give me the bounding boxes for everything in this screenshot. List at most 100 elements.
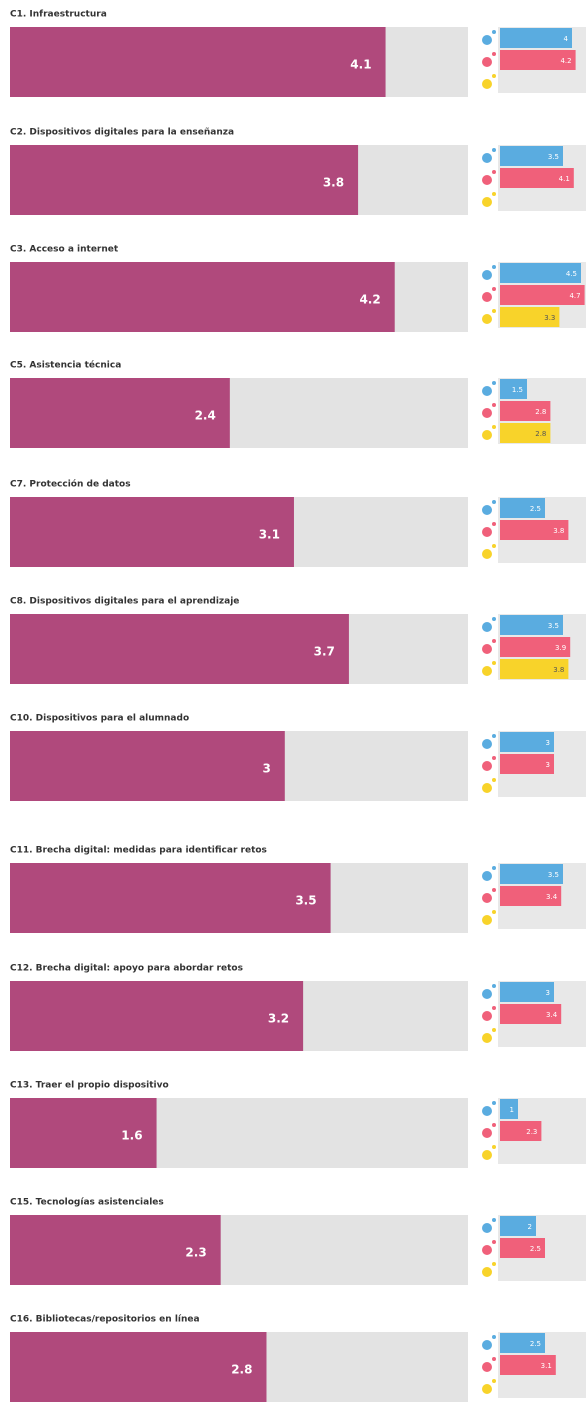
group-icon [482,175,492,185]
small-bar [500,1099,518,1119]
small-bar [500,1216,536,1236]
bar [10,262,395,332]
group-icon-dot [492,617,496,621]
small-bar-label: 3.4 [546,1011,558,1019]
group-icon-dot [492,1335,496,1339]
group-icon-dot [492,888,496,892]
group-icon [482,527,492,537]
small-bar [500,423,551,443]
section-title: C12. Brecha digital: apoyo para abordar … [10,964,243,974]
small-bar [500,146,563,166]
group-icon-dot [492,910,496,914]
group-icon-dot [492,734,496,738]
group-icon-dot [492,866,496,870]
small-bar [500,28,572,48]
group-icon [482,505,492,515]
small-bar-label: 3 [546,989,550,997]
small-bar-label: 4 [564,35,569,43]
bar [10,1332,267,1402]
group-icon [482,989,492,999]
group-icon [482,915,492,925]
group-icon-dot [492,639,496,643]
section-title: C16. Bibliotecas/repositorios en línea [10,1315,200,1325]
small-bar-label: 3.5 [548,871,559,879]
group-icon-dot [492,425,496,429]
small-bar [500,1355,556,1375]
bar-label: 4.1 [350,58,371,72]
group-icon-dot [492,1028,496,1032]
bar [10,981,304,1051]
small-bar-label: 3 [546,761,550,769]
group-icon-dot [492,287,496,291]
group-icon [482,1340,492,1350]
small-bar [500,401,551,421]
bar-label: 4.2 [359,293,380,307]
group-icon [482,153,492,163]
small-bar-label: 1 [510,1106,514,1114]
bar [10,145,359,215]
group-icon-dot [492,1240,496,1244]
group-icon-dot [492,381,496,385]
group-icon-dot [492,661,496,665]
group-icon [482,739,492,749]
small-bar [500,754,554,774]
section-title: C10. Dispositivos para el alumnado [10,714,189,724]
group-icon [482,57,492,67]
group-icon-dot [492,148,496,152]
small-bar [500,498,545,518]
small-bar-label: 3.3 [544,314,555,322]
small-bar [500,1121,542,1141]
group-icon [482,1245,492,1255]
section-title: C2. Dispositivos digitales para la enseñ… [10,128,234,138]
bar-label: 3.7 [314,645,335,659]
small-bar-label: 3.8 [553,527,564,535]
small-bar-label: 4.7 [569,292,580,300]
group-icon-dot [492,1006,496,1010]
bar [10,497,294,567]
group-icon-dot [492,778,496,782]
group-icon-dot [492,1379,496,1383]
section-title: C3. Acceso a internet [10,245,119,255]
small-bar [500,659,569,679]
group-icon [482,314,492,324]
bar [10,27,386,97]
section-title: C13. Traer el propio dispositivo [10,1081,169,1091]
group-icon-dot [492,1145,496,1149]
small-bar-label: 3.4 [546,893,558,901]
group-icon [482,1150,492,1160]
group-icon [482,1011,492,1021]
group-icon-dot [492,1218,496,1222]
small-bar [500,168,574,188]
group-icon [482,549,492,559]
bar [10,1215,221,1285]
small-bar [500,886,562,906]
bar-label: 3.2 [268,1012,289,1026]
group-icon [482,1223,492,1233]
small-bar [500,379,527,399]
group-icon-dot [492,403,496,407]
group-icon-dot [492,1101,496,1105]
group-icon [482,35,492,45]
group-icon-dot [492,74,496,78]
group-icon-dot [492,52,496,56]
small-bar [500,1004,562,1024]
group-icon-dot [492,170,496,174]
bar-label: 1.6 [121,1129,142,1143]
group-icon-dot [492,192,496,196]
group-icon [482,1362,492,1372]
small-bar-label: 3.8 [553,666,564,674]
small-bar-label: 3 [546,739,550,747]
group-icon [482,644,492,654]
small-bar [500,263,581,283]
group-icon-dot [492,522,496,526]
small-bar-label: 4.5 [566,270,577,278]
group-icon-dot [492,1123,496,1127]
small-bar-label: 3.5 [548,622,559,630]
bar-label: 2.8 [231,1363,252,1377]
bar-label: 2.4 [195,409,216,423]
group-icon [482,386,492,396]
small-bar-label: 2.8 [535,430,546,438]
group-icon [482,292,492,302]
bar-label: 2.3 [185,1246,206,1260]
